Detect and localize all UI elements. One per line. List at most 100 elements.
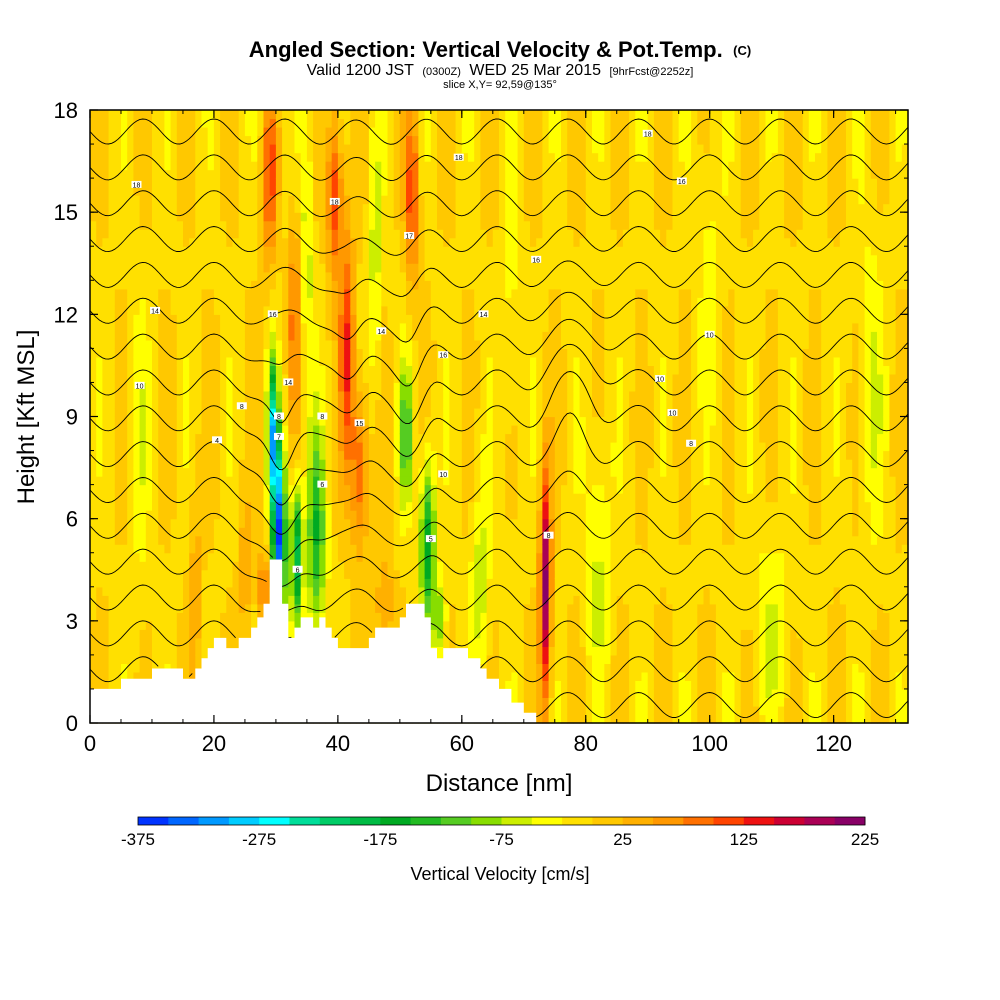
chart-subtitle: Valid 1200 JST (0300Z) WED 25 Mar 2015 [… xyxy=(307,62,694,79)
contour-label: 8 xyxy=(317,412,328,421)
theta-contour-line xyxy=(89,656,909,683)
colorbar-swatch xyxy=(743,817,775,825)
theta-contour-line xyxy=(89,470,909,535)
contour-label: 16 xyxy=(438,351,449,360)
colorbar-swatch xyxy=(168,817,200,825)
y-tick-label: 15 xyxy=(54,200,78,225)
subtitle-valid: Valid 1200 JST xyxy=(307,62,415,79)
x-tick-label: 20 xyxy=(202,731,226,756)
contour-label: 10 xyxy=(134,381,145,390)
terrain xyxy=(90,559,908,723)
x-tick-label: 120 xyxy=(815,731,852,756)
slice-note: slice X,Y= 92,59@135° xyxy=(443,79,557,91)
theta-contour-line xyxy=(89,371,909,471)
theta-contour-line xyxy=(89,412,909,506)
colorbar-swatch xyxy=(410,817,442,825)
colorbar-swatch xyxy=(804,817,836,825)
colorbar-tick-label: 125 xyxy=(730,830,758,849)
contour-label: 10 xyxy=(438,470,449,479)
contour-label: 10 xyxy=(655,375,666,384)
subtitle-forecast: [9hrFcst@2252z] xyxy=(609,66,693,78)
contour-label: 8 xyxy=(543,531,554,540)
contour-label: 18 xyxy=(329,197,340,206)
colorbar-swatch xyxy=(501,817,533,825)
contour-label: 18 xyxy=(453,153,464,162)
theta-contour-line xyxy=(89,620,909,647)
subtitle-utc: (0300Z) xyxy=(422,66,461,78)
axes: 0 20 40 60 80 100 120 0 3 6 9 12 15 18 xyxy=(54,98,909,756)
colorbar-swatch xyxy=(380,817,412,825)
theta-contour-line xyxy=(89,291,909,343)
colorbar-swatch xyxy=(531,817,563,825)
contour-label: 10 xyxy=(667,409,678,418)
colorbar-tick-label: 25 xyxy=(613,830,632,849)
contour-label: 4 xyxy=(212,436,223,445)
y-tick-label: 0 xyxy=(66,711,78,736)
colorbar-tick-label: -275 xyxy=(242,830,276,849)
theta-contour-line xyxy=(89,154,909,181)
contour-label: 5 xyxy=(425,535,436,544)
colorbar-swatch xyxy=(562,817,593,825)
colorbar-swatch xyxy=(228,817,260,825)
contour-label: 8 xyxy=(236,402,247,411)
x-tick-label: 0 xyxy=(84,731,96,756)
contour-label: 14 xyxy=(376,327,387,336)
x-tick-label: 80 xyxy=(574,731,598,756)
subtitle-date: WED 25 Mar 2015 xyxy=(469,62,601,79)
contour-label: 15 xyxy=(354,419,365,428)
contour-label: 16 xyxy=(676,177,687,186)
colorbar-swatch xyxy=(774,817,805,825)
contour-label: 18 xyxy=(131,180,142,189)
theta-contour-line xyxy=(89,225,909,256)
contour-label: 17 xyxy=(404,232,415,241)
colorbar-swatch xyxy=(259,817,290,825)
y-tick-label: 3 xyxy=(66,609,78,634)
contour-label: 8 xyxy=(686,439,697,448)
colorbar-swatch xyxy=(622,817,654,825)
colorbar-tick-label: -375 xyxy=(121,830,155,849)
contour-label: 14 xyxy=(150,306,161,315)
theta-contour-line xyxy=(89,318,909,387)
colorbar-frame xyxy=(137,816,866,826)
y-tick-label: 6 xyxy=(66,507,78,532)
colorbar-swatch xyxy=(289,817,321,825)
contour-label: 18 xyxy=(642,129,653,138)
colorbar-tick-label: 225 xyxy=(851,830,879,849)
colorbar-swatch xyxy=(440,817,472,825)
colorbar-swatch xyxy=(198,817,230,825)
plot-area: 4 8 10 14 18 16 14 8 7 8 6 6 18 15 17 14 16 10 5 18 14 16 8 18 1… xyxy=(89,110,909,724)
contour-label: 14 xyxy=(283,378,294,387)
contour-label: 16 xyxy=(267,310,278,319)
colorbar-tick-label: -75 xyxy=(489,830,514,849)
contour-label: 6 xyxy=(317,480,328,489)
contour-label: 7 xyxy=(274,432,285,441)
theta-contour-line xyxy=(89,584,909,613)
chart-title-main: Angled Section: Vertical Velocity & Pot.… xyxy=(249,37,723,62)
contour-label: 8 xyxy=(274,412,285,421)
y-axis-label: Height [Kft MSL] xyxy=(13,330,40,505)
colorbar-swatch xyxy=(653,817,684,825)
x-tick-label: 100 xyxy=(691,731,728,756)
chart-title-units: (C) xyxy=(733,43,751,58)
theta-contours: 4 8 10 14 18 16 14 8 7 8 6 6 18 15 17 14 16 10 5 18 14 16 8 18 1… xyxy=(89,118,909,719)
colorbar-swatch xyxy=(834,817,866,825)
y-tick-label: 18 xyxy=(54,98,78,123)
contour-label: 10 xyxy=(704,330,715,339)
theta-contour-line xyxy=(89,511,909,562)
colorbar-swatch xyxy=(683,817,715,825)
x-tick-label: 60 xyxy=(450,731,474,756)
y-tick-label: 12 xyxy=(54,302,78,327)
colorbar: -375 -275 -175 -75 25 125 225 xyxy=(121,816,879,849)
theta-contour-line xyxy=(89,548,909,587)
theta-contour-line xyxy=(89,118,909,145)
theta-contour-line xyxy=(89,260,909,297)
colorbar-swatch xyxy=(319,817,351,825)
colorbar-swatch xyxy=(592,817,624,825)
theta-contour-line xyxy=(89,343,909,425)
theta-contour-line xyxy=(89,190,909,218)
colorbar-swatch xyxy=(471,817,502,825)
x-axis-label: Distance [nm] xyxy=(426,770,573,797)
x-tick-label: 40 xyxy=(326,731,350,756)
colorbar-swatch xyxy=(138,817,169,825)
